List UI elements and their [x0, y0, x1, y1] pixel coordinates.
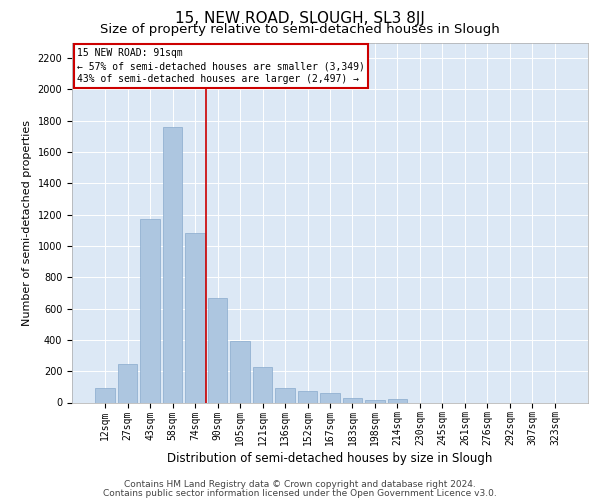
Text: Size of property relative to semi-detached houses in Slough: Size of property relative to semi-detach…: [100, 22, 500, 36]
Bar: [230, 342, 250, 402]
Text: Contains public sector information licensed under the Open Government Licence v3: Contains public sector information licen…: [103, 488, 497, 498]
Bar: [95, 388, 115, 402]
Bar: [365, 400, 385, 402]
Text: 15 NEW ROAD: 91sqm
← 57% of semi-detached houses are smaller (3,349)
43% of semi: 15 NEW ROAD: 91sqm ← 57% of semi-detache…: [77, 48, 365, 84]
Bar: [163, 127, 182, 402]
Bar: [298, 391, 317, 402]
Bar: [208, 298, 227, 403]
Bar: [185, 234, 205, 402]
Bar: [343, 398, 362, 402]
Bar: [320, 393, 340, 402]
Text: 15, NEW ROAD, SLOUGH, SL3 8JJ: 15, NEW ROAD, SLOUGH, SL3 8JJ: [175, 11, 425, 26]
Bar: [275, 388, 295, 402]
Bar: [253, 368, 272, 402]
Bar: [118, 364, 137, 403]
X-axis label: Distribution of semi-detached houses by size in Slough: Distribution of semi-detached houses by …: [167, 452, 493, 466]
Bar: [140, 220, 160, 402]
Y-axis label: Number of semi-detached properties: Number of semi-detached properties: [22, 120, 32, 326]
Text: Contains HM Land Registry data © Crown copyright and database right 2024.: Contains HM Land Registry data © Crown c…: [124, 480, 476, 489]
Bar: [388, 400, 407, 402]
